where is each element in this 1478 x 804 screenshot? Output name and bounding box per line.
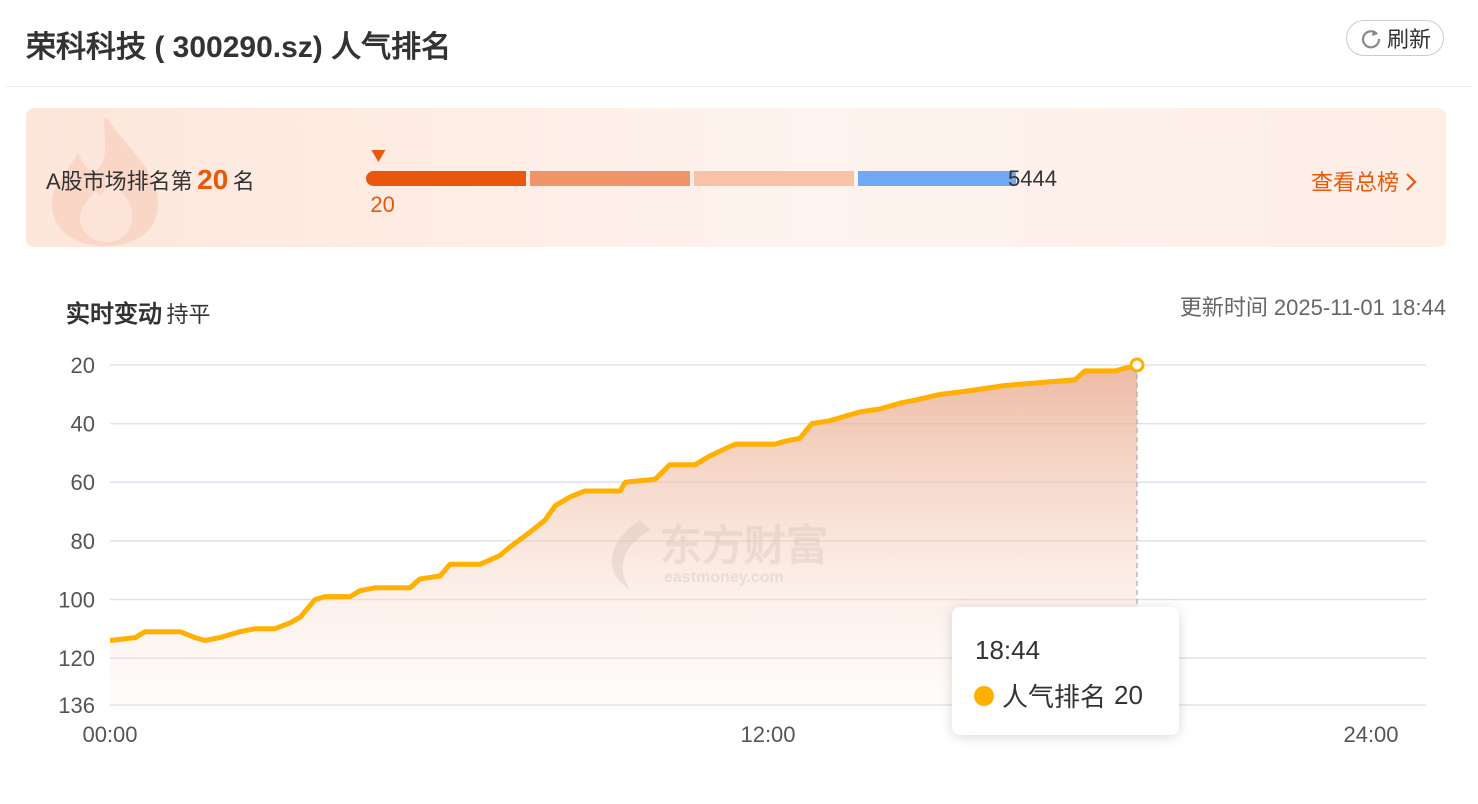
y-tick-label: 136 — [58, 693, 95, 718]
rank-marker — [371, 150, 386, 162]
line — [109, 362, 1138, 643]
y-tick-label: 60 — [71, 470, 95, 495]
rank-segment — [530, 171, 690, 186]
rank-segment-join — [374, 171, 526, 186]
y-tick-label: 100 — [58, 587, 95, 612]
chart-status: 持平 — [166, 302, 211, 327]
flame-icon — [52, 116, 159, 246]
rank-segment-join — [858, 171, 1010, 186]
rank-suffix: 名 — [232, 169, 255, 194]
area — [110, 365, 1138, 705]
rank-card: A股市场排名第 20 名 20 5444 查看总榜 — [26, 108, 1446, 247]
page-title: 荣科科技 ( 300290.sz) 人气排名 — [26, 31, 452, 64]
tooltip-time: 18:44 — [975, 635, 1041, 665]
y-tick-label: 120 — [58, 646, 95, 671]
chevron — [1406, 173, 1417, 191]
rank-prefix: A股市场排名第 — [46, 169, 193, 194]
end-point — [1129, 357, 1145, 373]
y-tick-label: 40 — [71, 412, 95, 437]
x-tick-label: 24:00 — [1343, 722, 1398, 747]
rank-marker-label: 20 — [370, 192, 394, 217]
refresh-label: 刷新 — [1386, 27, 1431, 52]
rank-line: A股市场排名第 20 名 — [46, 164, 255, 196]
view-all-link[interactable]: 查看总榜 — [1311, 165, 1417, 197]
rank-segment — [694, 171, 854, 186]
rank-bar: 20 — [366, 150, 1016, 217]
tooltip-row: 人气排名 20 — [974, 677, 1143, 714]
rank-value: 20 — [197, 164, 229, 195]
refresh-icon — [1361, 30, 1381, 49]
update-time: 更新时间 2025-11-01 18:44 — [1179, 295, 1446, 320]
y-tick-label: 20 — [71, 353, 95, 378]
tooltip: 18:44 人气排名 20 — [952, 607, 1179, 735]
chart-heading: 实时变动 — [66, 301, 162, 328]
x-tick-label: 00:00 — [82, 722, 137, 747]
tooltip-dot — [974, 685, 994, 706]
tooltip-series: 人气排名 — [1002, 682, 1107, 712]
y-tick-label: 80 — [71, 529, 95, 554]
refresh-button[interactable]: 刷新 — [1346, 20, 1444, 56]
tooltip-value: 20 — [1114, 680, 1143, 710]
x-tick-label: 12:00 — [740, 722, 795, 747]
view-all-label: 查看总榜 — [1311, 170, 1400, 195]
chart-header: 实时变动 持平 — [66, 294, 210, 329]
divider — [6, 86, 1472, 87]
rank-total: 5444 — [1008, 166, 1057, 191]
